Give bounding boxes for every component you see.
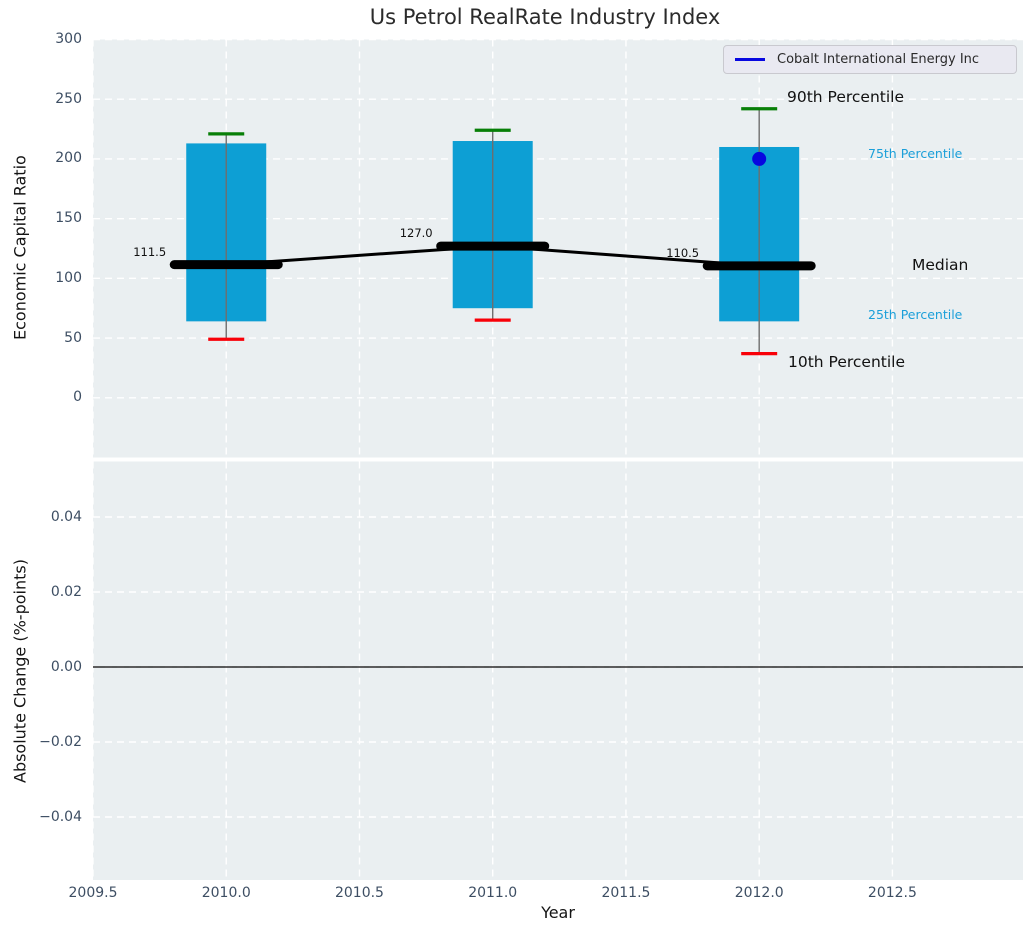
x-tick-label: 2011.5 [601,885,651,901]
bottom-y-tick-label: 0.04 [50,508,82,525]
top-y-tick-label: 0 [73,389,82,406]
top-y-tick-label: 100 [55,269,82,286]
median-value-label-2012: 110.5 [666,245,700,260]
top-y-axis-label: Economic Capital Ratio [10,155,30,341]
annotation-median: Median [912,256,969,274]
bottom-y-tick-label: −0.04 [39,808,82,825]
top-y-tick-label: 250 [55,90,82,107]
legend-label: Cobalt International Energy Inc [777,52,980,67]
bottom-y-tick-label: −0.02 [39,733,82,750]
x-tick-label: 2010.0 [201,885,251,901]
annotation-90th-percentile: 90th Percentile [787,88,905,106]
legend-line-sample [735,58,765,61]
x-axis-label: Year [541,903,575,922]
bottom-plot-area [93,461,1023,880]
chart-title: Us Petrol RealRate Industry Index [369,5,721,29]
annotation-25th-percentile: 25th Percentile [868,307,963,322]
x-tick-label: 2009.5 [68,885,118,901]
x-tick-label: 2011.0 [468,885,518,901]
annotation-75th-percentile: 75th Percentile [868,146,963,161]
bottom-y-tick-label: 0.00 [50,658,82,675]
top-y-tick-label: 300 [55,31,82,47]
company-point-2012 [752,151,767,166]
top-y-tick-label: 200 [55,150,82,167]
top-y-tick-label: 150 [55,210,82,227]
x-tick-label: 2010.5 [334,885,384,901]
top-y-tick-label: 50 [64,329,82,346]
legend: Cobalt International Energy Inc [723,45,1017,74]
bottom-y-tick-label: 0.02 [50,583,82,600]
median-value-label-2011: 127.0 [399,226,433,241]
x-tick-label: 2012.0 [734,885,784,901]
x-tick-label: 2012.5 [867,885,917,901]
annotation-10th-percentile: 10th Percentile [788,353,906,371]
median-value-label-2010: 111.5 [133,244,167,259]
